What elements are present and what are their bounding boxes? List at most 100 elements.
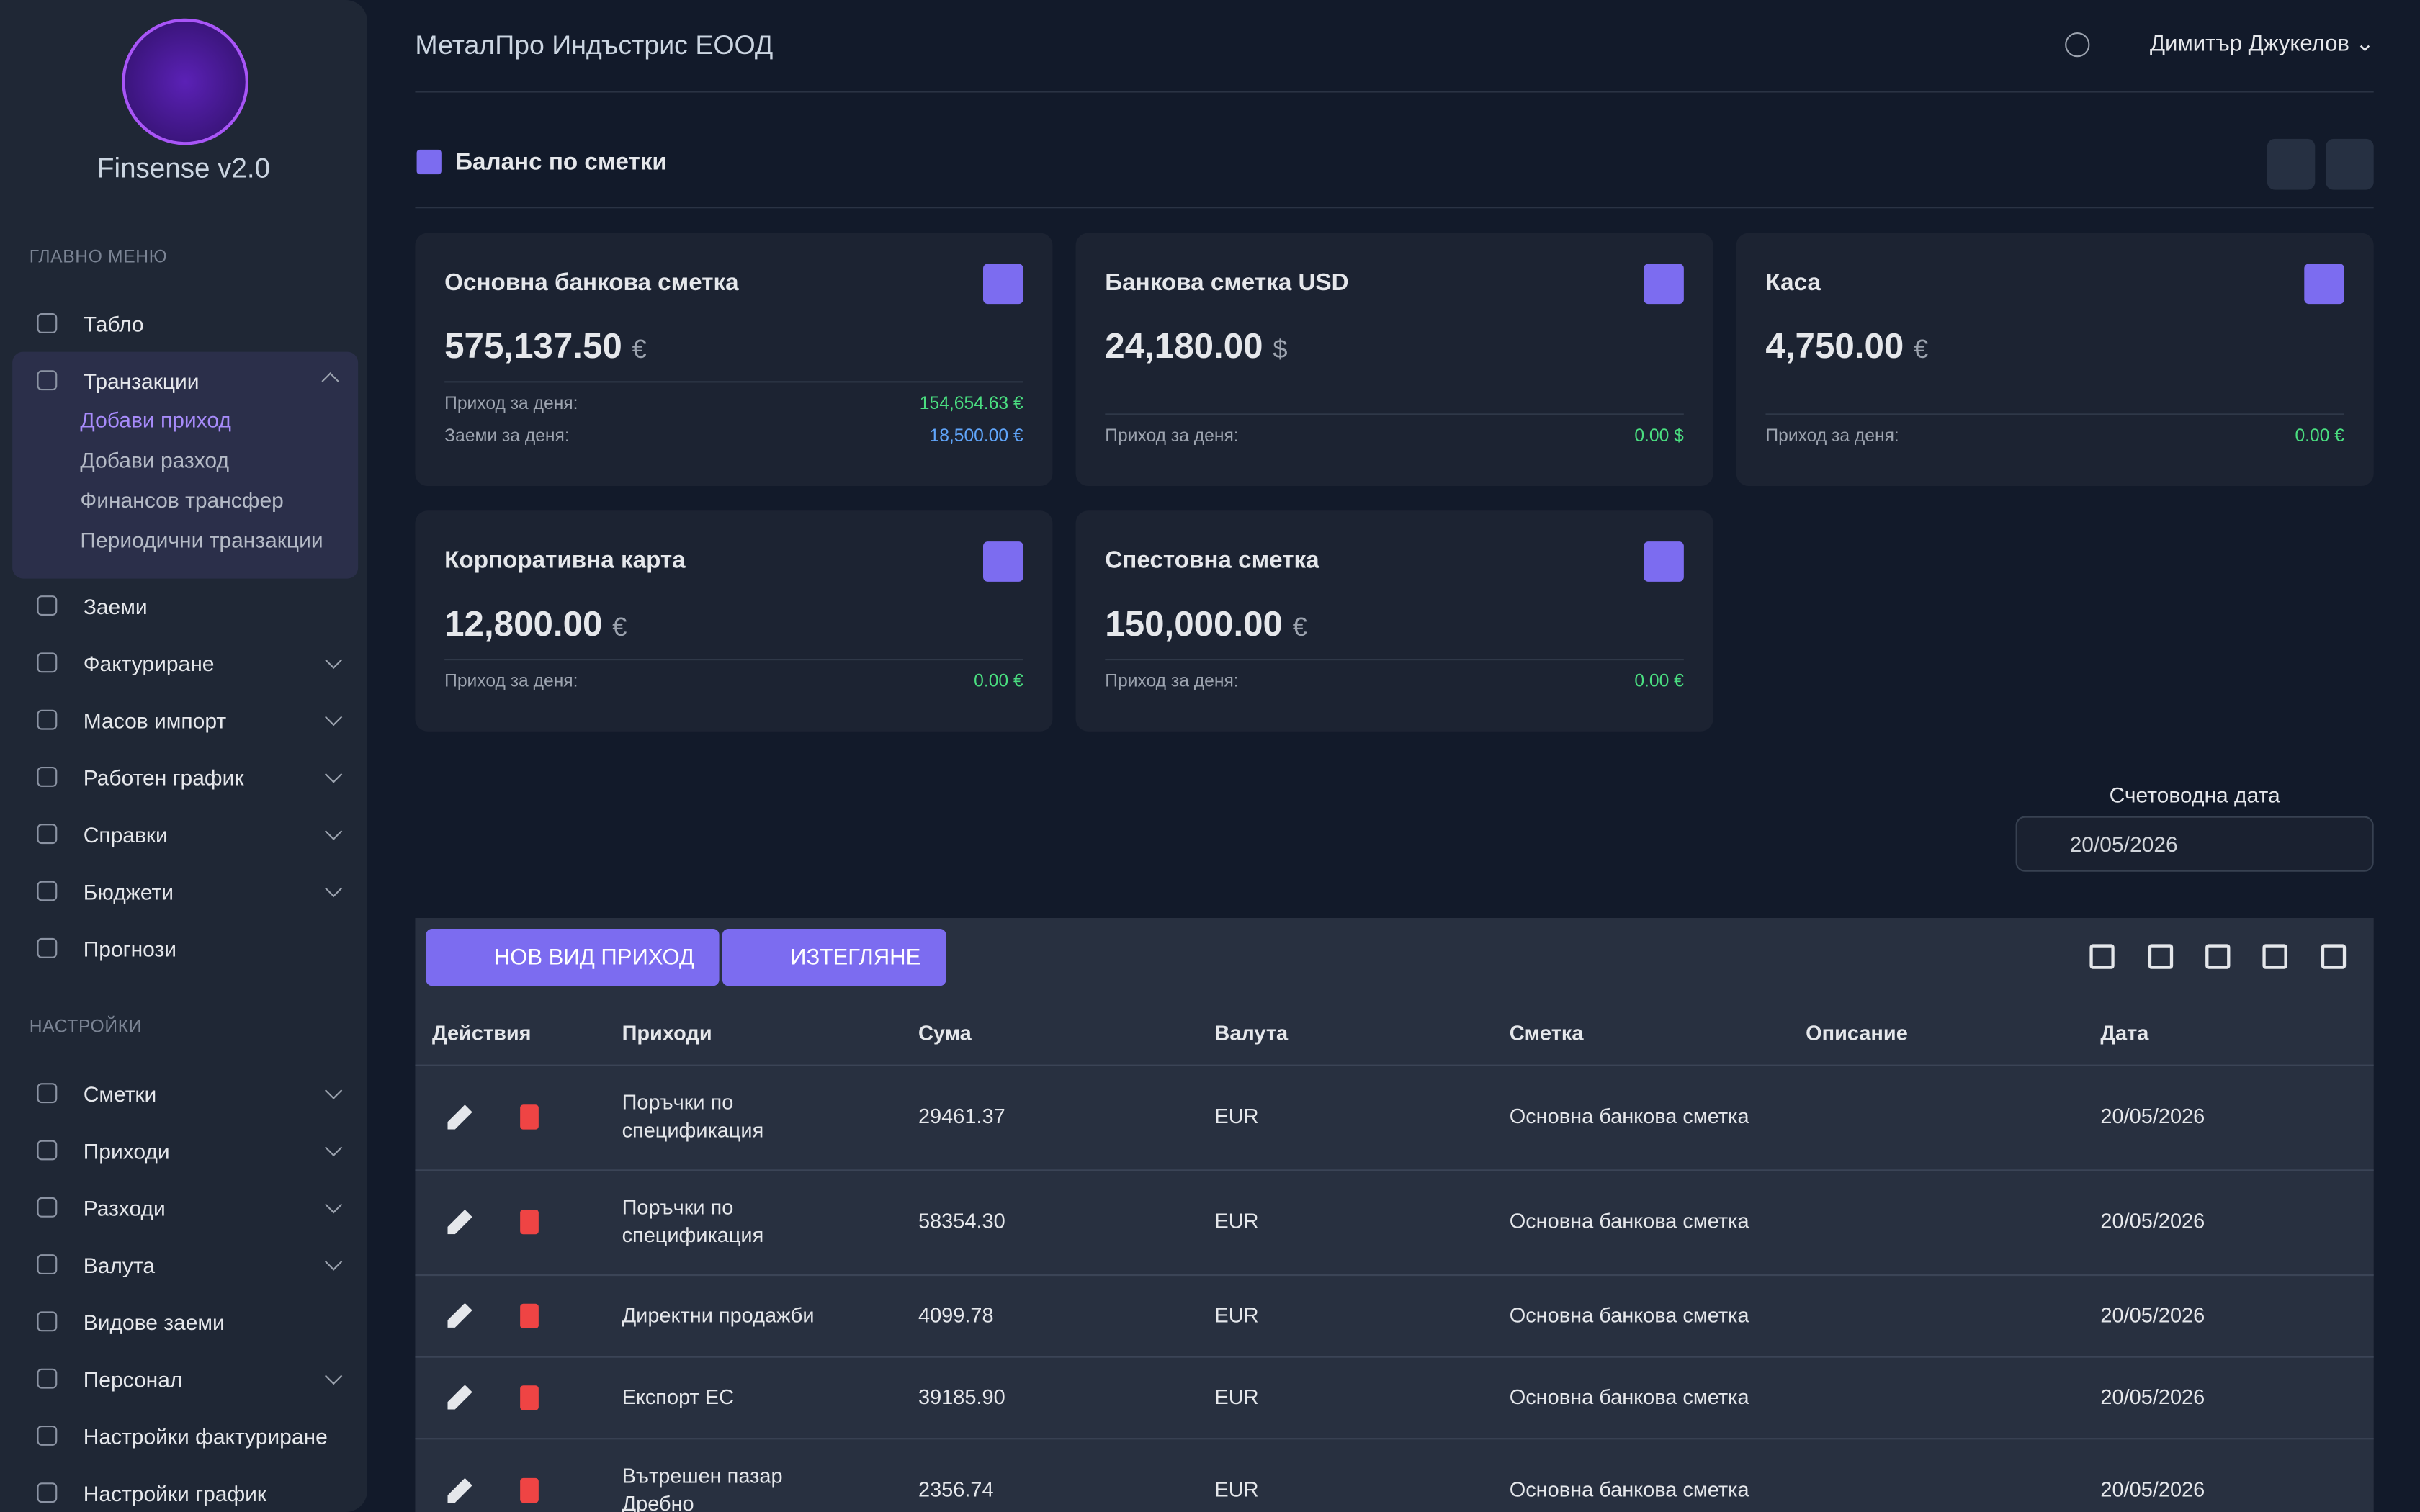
cell: Вътрешен пазар Дребно [622, 1464, 783, 1512]
chevron [324, 1081, 343, 1099]
menu-item[interactable]: Видове заеми [12, 1293, 358, 1350]
section-title: Баланс по сметки [455, 149, 667, 176]
stat-label: Приход за деня: [1105, 426, 1239, 446]
menu-item[interactable]: Прогнози [12, 919, 358, 976]
menu-icon [37, 370, 58, 391]
submenu-item[interactable]: Финансов трансфер [80, 487, 284, 513]
menu-item[interactable]: Табло [12, 294, 358, 351]
stat-row: Приход за деня: 0.00 € [444, 672, 1023, 703]
menu-item[interactable]: Валута [12, 1236, 358, 1292]
toolbar-button[interactable]: ИЗТЕГЛЯНЕ [722, 929, 946, 986]
delete-button[interactable] [520, 1385, 539, 1410]
cell: 58354.30 [918, 1210, 1005, 1233]
cell: 20/05/2026 [2100, 1302, 2205, 1326]
chevron [324, 1138, 343, 1156]
menu-item[interactable]: Бюджети [12, 863, 358, 919]
menu-icon [37, 1425, 58, 1446]
chevron [324, 707, 343, 726]
list-view-button[interactable] [2326, 138, 2374, 190]
menu-label: Валута [83, 1251, 156, 1277]
menu-label: Приходи [83, 1138, 170, 1163]
button-label: ИЗТЕГЛЯНЕ [790, 945, 921, 970]
date-input[interactable]: 20/05/2026 [2015, 816, 2374, 872]
font-size-button[interactable] [2267, 138, 2316, 190]
stat-value: 0.00 € [1634, 672, 1684, 690]
menu-item[interactable]: Справки [12, 806, 358, 863]
balance-amount: 4,750.00 [1765, 325, 1904, 366]
menu-item[interactable]: Приходи [12, 1122, 358, 1179]
stat-label: Приход за деня: [1105, 672, 1239, 690]
chevron [324, 1252, 343, 1270]
date-label: Счетоводна дата [2109, 782, 2280, 807]
table-panel [415, 918, 2374, 1512]
toolbar-icon[interactable] [2321, 944, 2347, 969]
balance-currency: € [1913, 335, 1929, 364]
cell: Поръчки по спецификация [622, 1195, 764, 1247]
account-name: Спестовна сметка [1105, 547, 1319, 575]
card-stats: Приход за деня: 0.00 € [1765, 413, 2344, 458]
toolbar-icon[interactable] [2148, 944, 2174, 969]
brand: Finsense v2.0 [97, 153, 271, 184]
submenu-item[interactable]: Добави приход [80, 407, 231, 432]
cell: Директни продажби [622, 1302, 815, 1326]
menu-icon [37, 824, 58, 845]
submenu-item[interactable]: Периодични транзакции [80, 527, 323, 553]
card-icon [983, 541, 1023, 582]
stat-value: 154,654.63 € [919, 395, 1023, 414]
account-card: Корпоративна карта 12,800.00 € Приход за д… [415, 510, 1053, 732]
delete-button[interactable] [520, 1210, 539, 1235]
column-header[interactable]: Дата [2100, 1021, 2149, 1045]
delete-button[interactable] [520, 1302, 539, 1328]
menu-item[interactable]: Разходи [12, 1179, 358, 1236]
toolbar-button[interactable]: НОВ ВИД ПРИХОД [426, 929, 720, 986]
cell: Поръчки по спецификация [622, 1091, 764, 1142]
column-header[interactable]: Описание [1806, 1021, 1908, 1045]
card-icon [1644, 541, 1684, 582]
toolbar-icon[interactable] [2205, 944, 2231, 969]
cell: 29461.37 [918, 1104, 1005, 1128]
stat-value: 0.00 € [974, 672, 1023, 690]
balance-amount: 24,180.00 [1105, 325, 1263, 366]
chevron [324, 822, 343, 840]
chevron [324, 878, 343, 897]
column-header[interactable]: Сметка [1509, 1021, 1584, 1045]
theme-toggle[interactable] [2065, 32, 2090, 58]
account-name: Корпоративна карта [444, 547, 686, 575]
menu-icon [37, 652, 58, 673]
cell: 20/05/2026 [2100, 1210, 2205, 1233]
toolbar-icon[interactable] [2089, 944, 2115, 969]
chevron [324, 1195, 343, 1213]
menu-icon [37, 1482, 58, 1503]
user-menu[interactable]: Димитър Джукелов ⌄ [2150, 32, 2375, 58]
menu-item[interactable]: Персонал [12, 1350, 358, 1407]
menu-section-label: ГЛАВНО МЕНЮ [29, 248, 168, 267]
card-stats: Приход за деня: 0.00 € [1105, 657, 1684, 703]
menu-item[interactable]: Фактуриране [12, 634, 358, 691]
column-header[interactable]: Сума [918, 1021, 972, 1045]
menu-item[interactable]: Транзакции [12, 352, 358, 409]
toolbar-icon[interactable] [2262, 944, 2287, 969]
menu-label: Видове заеми [83, 1309, 225, 1334]
menu-label: Справки [83, 822, 168, 847]
column-header[interactable]: Действия [432, 1021, 532, 1045]
stat-value: 18,500.00 € [929, 426, 1023, 446]
menu-item[interactable]: Сметки [12, 1065, 358, 1122]
delete-button[interactable] [520, 1104, 539, 1130]
menu-item[interactable]: Заеми [12, 577, 358, 634]
menu-label: Разходи [83, 1194, 166, 1220]
delete-button[interactable] [520, 1477, 539, 1503]
menu-icon [37, 1254, 58, 1274]
menu-item[interactable]: Работен график [12, 748, 358, 805]
menu-group: Транзакции Добави приход Добави разход Фина… [12, 351, 359, 579]
menu-item[interactable]: Настройки фактуриране [12, 1407, 358, 1464]
balance-amount: 575,137.50 [444, 325, 622, 366]
menu-item[interactable]: Масов импорт [12, 691, 358, 748]
column-header[interactable]: Валута [1214, 1021, 1289, 1045]
cell: 4099.78 [918, 1302, 994, 1326]
menu-icon [37, 595, 58, 616]
submenu-item[interactable]: Добави разход [80, 447, 229, 472]
balance: 4,750.00 € [1765, 325, 2344, 367]
column-header[interactable]: Приходи [622, 1021, 712, 1045]
submenu: Добави приход Добави разход Финансов транс… [12, 400, 358, 560]
menu-item[interactable]: Настройки график [12, 1464, 358, 1512]
